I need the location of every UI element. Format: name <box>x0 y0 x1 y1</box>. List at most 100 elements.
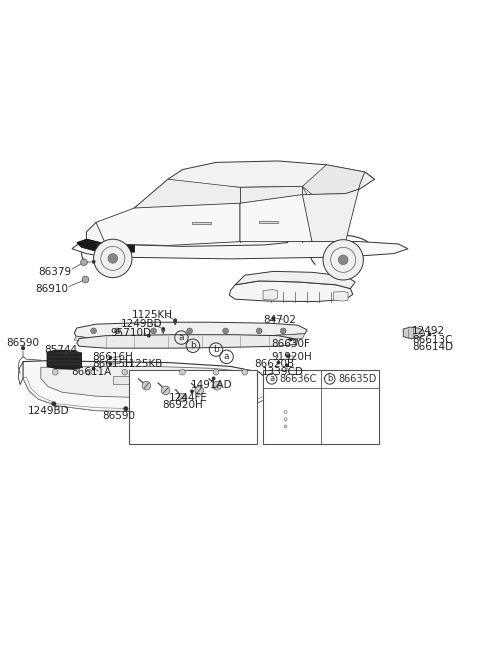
Circle shape <box>124 407 128 411</box>
Bar <box>263 370 379 444</box>
Polygon shape <box>134 179 312 213</box>
Circle shape <box>21 346 25 350</box>
Circle shape <box>187 328 192 334</box>
Polygon shape <box>229 281 353 302</box>
Circle shape <box>272 316 276 320</box>
Text: 86590: 86590 <box>6 338 39 348</box>
Circle shape <box>81 259 87 266</box>
Polygon shape <box>74 322 307 338</box>
Text: 86611A: 86611A <box>71 367 111 377</box>
Circle shape <box>52 402 56 406</box>
Circle shape <box>82 276 89 283</box>
Polygon shape <box>139 380 144 384</box>
Polygon shape <box>147 386 158 390</box>
Polygon shape <box>259 222 278 223</box>
Circle shape <box>122 369 128 375</box>
Circle shape <box>286 354 290 358</box>
Circle shape <box>151 328 156 334</box>
Polygon shape <box>240 195 312 241</box>
Circle shape <box>94 239 132 277</box>
Circle shape <box>288 338 292 341</box>
Circle shape <box>147 334 151 338</box>
Circle shape <box>195 386 204 395</box>
Circle shape <box>21 346 25 350</box>
Text: 86910: 86910 <box>35 284 68 294</box>
Polygon shape <box>341 400 365 431</box>
Text: 12492: 12492 <box>412 327 445 337</box>
Polygon shape <box>74 334 305 342</box>
Text: 86616H: 86616H <box>92 352 133 362</box>
Polygon shape <box>192 222 211 224</box>
Circle shape <box>108 254 118 263</box>
Circle shape <box>180 369 185 375</box>
Polygon shape <box>77 335 298 348</box>
Circle shape <box>115 328 120 334</box>
Polygon shape <box>41 367 252 398</box>
Circle shape <box>92 367 96 371</box>
Polygon shape <box>168 382 174 386</box>
Polygon shape <box>23 377 271 412</box>
Circle shape <box>123 406 128 411</box>
Circle shape <box>284 411 287 413</box>
Polygon shape <box>403 327 425 338</box>
Circle shape <box>256 328 262 334</box>
Text: 85744: 85744 <box>44 344 77 355</box>
Circle shape <box>178 394 187 402</box>
Circle shape <box>242 369 248 375</box>
Bar <box>129 370 257 444</box>
Text: 86590: 86590 <box>102 411 135 421</box>
Circle shape <box>161 386 170 395</box>
Text: 86379: 86379 <box>38 267 72 277</box>
Circle shape <box>276 361 280 365</box>
Text: 84702: 84702 <box>263 316 296 325</box>
Polygon shape <box>235 272 355 289</box>
Text: 86630F: 86630F <box>272 339 311 349</box>
Polygon shape <box>283 400 305 431</box>
Text: 86920H: 86920H <box>162 400 203 410</box>
Text: a: a <box>179 333 184 342</box>
Circle shape <box>428 333 432 336</box>
Circle shape <box>108 362 112 366</box>
Circle shape <box>173 318 177 322</box>
Text: 86636C: 86636C <box>280 374 317 384</box>
Text: 86620B: 86620B <box>254 359 295 369</box>
Text: 86635D: 86635D <box>338 374 376 384</box>
Polygon shape <box>168 161 374 188</box>
Text: 1249BD: 1249BD <box>121 319 163 329</box>
Text: b: b <box>190 341 196 350</box>
Polygon shape <box>72 241 408 259</box>
Text: 1125KB: 1125KB <box>122 359 163 369</box>
Circle shape <box>161 327 165 331</box>
Polygon shape <box>47 350 82 369</box>
Circle shape <box>338 255 348 264</box>
Circle shape <box>212 377 216 380</box>
Text: 1244FE: 1244FE <box>169 392 208 403</box>
Text: 86615H: 86615H <box>92 359 133 369</box>
Circle shape <box>280 328 286 334</box>
Polygon shape <box>302 172 374 241</box>
Circle shape <box>51 401 56 406</box>
Polygon shape <box>23 361 271 412</box>
Text: a: a <box>224 352 229 361</box>
Circle shape <box>92 260 96 264</box>
Text: 1491AD: 1491AD <box>191 380 233 390</box>
Circle shape <box>190 390 194 394</box>
Circle shape <box>286 354 290 358</box>
Circle shape <box>323 239 363 280</box>
Text: b: b <box>327 375 333 383</box>
Text: 86614D: 86614D <box>412 342 453 352</box>
Polygon shape <box>96 203 240 245</box>
Circle shape <box>91 328 96 334</box>
Text: 95710D: 95710D <box>110 328 151 338</box>
Polygon shape <box>334 291 348 301</box>
Text: a: a <box>269 375 274 383</box>
Circle shape <box>213 381 221 390</box>
Circle shape <box>52 369 58 375</box>
Circle shape <box>285 363 289 367</box>
Circle shape <box>84 277 87 281</box>
Circle shape <box>86 369 92 375</box>
Text: 91920H: 91920H <box>271 352 312 362</box>
Polygon shape <box>263 289 277 300</box>
Polygon shape <box>77 239 134 252</box>
Text: 1249BD: 1249BD <box>28 405 70 415</box>
